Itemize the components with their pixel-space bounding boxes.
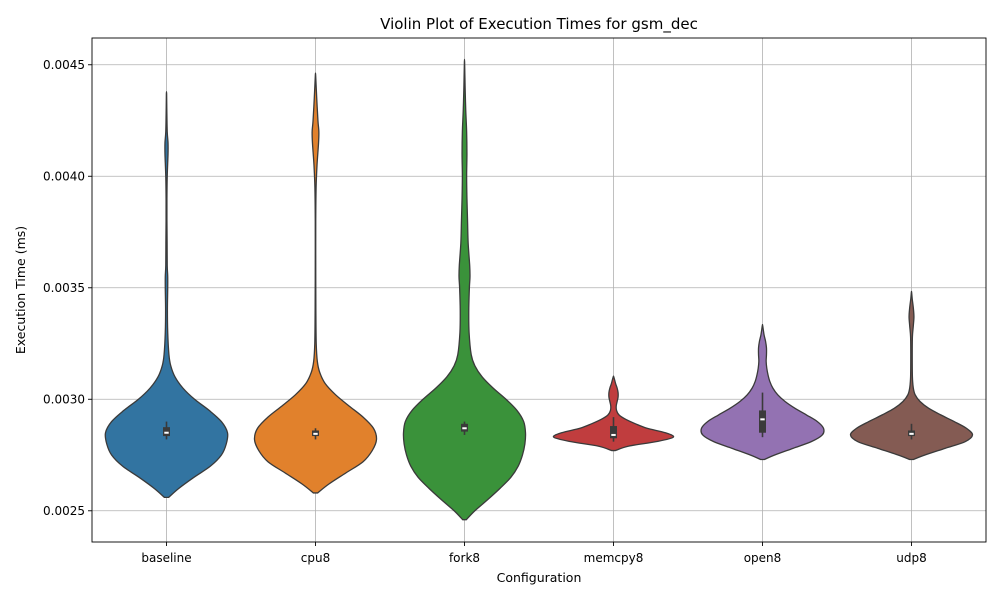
y-tick-label: 0.0025 bbox=[43, 504, 85, 518]
violin-cpu8 bbox=[253, 72, 378, 494]
median-marker-cpu8 bbox=[313, 432, 318, 435]
x-tick-label-udp8: udp8 bbox=[896, 551, 926, 565]
x-tick-label-cpu8: cpu8 bbox=[301, 551, 330, 565]
chart-title: Violin Plot of Execution Times for gsm_d… bbox=[380, 15, 698, 34]
median-marker-udp8 bbox=[909, 432, 914, 435]
violin-udp8 bbox=[849, 290, 974, 461]
x-axis-label: Configuration bbox=[497, 570, 582, 585]
median-marker-open8 bbox=[760, 418, 765, 421]
iqr-box-baseline bbox=[163, 427, 170, 437]
median-marker-baseline bbox=[164, 431, 169, 434]
x-tick-label-open8: open8 bbox=[744, 551, 782, 565]
plot-frame bbox=[91, 37, 987, 543]
y-tick-label: 0.0045 bbox=[43, 58, 85, 72]
iqr-box-memcpy8 bbox=[610, 426, 617, 439]
iqr-box-open8 bbox=[759, 410, 766, 433]
x-tick-label-memcpy8: memcpy8 bbox=[584, 551, 644, 565]
y-tick-label: 0.0040 bbox=[43, 169, 85, 183]
x-tick-label-fork8: fork8 bbox=[449, 551, 480, 565]
y-axis-ticks: 0.0025 0.0030 0.0035 0.0040 0.0045 bbox=[43, 58, 92, 518]
violin-baseline bbox=[104, 91, 229, 499]
x-tick-label-baseline: baseline bbox=[141, 551, 191, 565]
violin-memcpy8 bbox=[552, 375, 675, 452]
violin-open8 bbox=[700, 323, 825, 461]
y-axis-label: Execution Time (ms) bbox=[13, 226, 28, 354]
x-axis-ticks: baseline cpu8 fork8 memcpy8 open8 udp8 bbox=[141, 542, 927, 565]
inner-boxes bbox=[163, 392, 915, 442]
violin-fork8 bbox=[402, 58, 527, 521]
violins bbox=[104, 58, 974, 521]
median-marker-fork8 bbox=[462, 427, 467, 430]
y-tick-label: 0.0035 bbox=[43, 281, 85, 295]
y-tick-label: 0.0030 bbox=[43, 392, 85, 406]
median-marker-memcpy8 bbox=[611, 433, 616, 436]
